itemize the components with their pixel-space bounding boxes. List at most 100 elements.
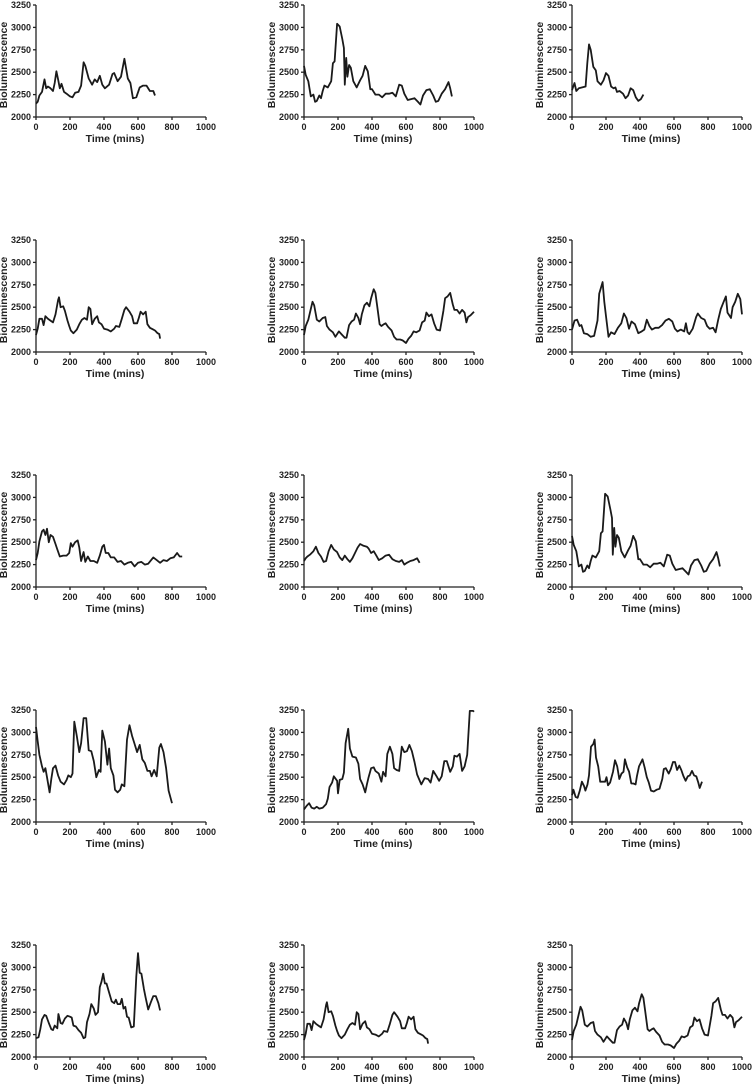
x-tick-label: 800: [700, 357, 715, 367]
y-axis-title: Bioluminescence: [0, 727, 10, 814]
y-tick-label: 3000: [279, 22, 299, 32]
x-tick-label: 1000: [196, 827, 216, 837]
x-axis-title: Time (mins): [354, 133, 413, 145]
y-axis-title: Bioluminescence: [0, 22, 10, 109]
x-tick-label: 200: [598, 122, 613, 132]
x-tick-label: 400: [632, 1062, 647, 1072]
series-line: [303, 710, 475, 811]
chart-panel: 2000 2250 2500 2750 3000 3250 0 200 400 600 800 100…: [266, 235, 484, 380]
x-tick-label: 1000: [732, 1062, 752, 1072]
x-tick-label: 0: [569, 592, 574, 602]
y-tick-label: 2000: [547, 582, 567, 592]
y-tick-label: 2000: [547, 817, 567, 827]
x-tick-label: 200: [598, 827, 613, 837]
x-tick-label: 800: [164, 122, 179, 132]
x-tick-label: 800: [700, 827, 715, 837]
x-tick-label: 600: [398, 1062, 413, 1072]
y-tick-label: 3250: [547, 705, 567, 715]
chart-panel: 2000 2250 2500 2750 3000 3250 0 200 400 600 800 100…: [0, 235, 216, 380]
x-axis-title: Time (mins): [354, 603, 413, 615]
y-tick-label: 2000: [279, 112, 299, 122]
y-tick-label: 2500: [11, 302, 31, 312]
chart-panel: 2000 2250 2500 2750 3000 3250 0 200 400 600 800 100…: [266, 0, 484, 145]
series-line: [35, 57, 156, 105]
x-tick-label: 200: [598, 357, 613, 367]
x-tick-label: 0: [33, 1062, 38, 1072]
y-tick-label: 2750: [547, 750, 567, 760]
y-tick-label: 2500: [547, 67, 567, 77]
y-tick-label: 2250: [11, 560, 31, 570]
x-tick-label: 400: [632, 592, 647, 602]
chart-panel: 2000 2250 2500 2750 3000 3250 0 200 400 600 800 100…: [534, 940, 752, 1085]
x-tick-label: 0: [569, 827, 574, 837]
y-axis-title: Bioluminescence: [266, 257, 278, 344]
y-tick-label: 2750: [11, 750, 31, 760]
x-tick-label: 1000: [196, 1062, 216, 1072]
x-tick-label: 600: [398, 122, 413, 132]
y-tick-label: 2750: [279, 750, 299, 760]
series-line: [303, 288, 475, 344]
y-axis-title: Bioluminescence: [534, 962, 546, 1049]
x-tick-label: 1000: [196, 357, 216, 367]
chart-panel: 2000 2250 2500 2750 3000 3250 0 200 400 600 800 100…: [534, 705, 752, 850]
y-tick-label: 3000: [547, 22, 567, 32]
x-tick-label: 200: [330, 1062, 345, 1072]
y-tick-label: 3000: [547, 257, 567, 267]
y-tick-label: 2000: [11, 112, 31, 122]
y-tick-label: 2500: [547, 1007, 567, 1017]
x-tick-label: 200: [330, 357, 345, 367]
y-tick-label: 2250: [279, 1030, 299, 1040]
y-tick-label: 2000: [547, 112, 567, 122]
x-tick-label: 0: [301, 1062, 306, 1072]
x-tick-label: 400: [96, 827, 111, 837]
x-tick-label: 600: [666, 122, 681, 132]
x-tick-label: 200: [62, 357, 77, 367]
chart-panel: 2000 2250 2500 2750 3000 3250 0 200 400 600 800 100…: [0, 470, 216, 615]
x-axis-title: Time (mins): [622, 1073, 681, 1085]
x-tick-label: 1000: [464, 1062, 484, 1072]
x-tick-label: 0: [301, 592, 306, 602]
x-tick-label: 400: [632, 827, 647, 837]
series-line: [303, 543, 421, 566]
y-tick-label: 2250: [547, 795, 567, 805]
y-tick-label: 2500: [11, 537, 31, 547]
y-axis-title: Bioluminescence: [266, 962, 278, 1049]
x-tick-label: 200: [598, 592, 613, 602]
y-tick-label: 2000: [11, 347, 31, 357]
y-tick-label: 3000: [279, 492, 299, 502]
x-tick-label: 800: [700, 1062, 715, 1072]
x-tick-label: 600: [398, 357, 413, 367]
series-line: [303, 1001, 429, 1044]
x-tick-label: 400: [364, 122, 379, 132]
x-tick-label: 600: [130, 827, 145, 837]
x-axis-title: Time (mins): [622, 603, 681, 615]
x-tick-label: 200: [62, 1062, 77, 1072]
x-tick-label: 400: [96, 1062, 111, 1072]
x-tick-label: 0: [301, 357, 306, 367]
x-tick-label: 800: [164, 592, 179, 602]
x-tick-label: 1000: [464, 122, 484, 132]
x-axis-title: Time (mins): [354, 1073, 413, 1085]
series-line: [303, 22, 453, 106]
x-axis-title: Time (mins): [354, 838, 413, 850]
x-tick-label: 0: [569, 122, 574, 132]
y-tick-label: 3000: [11, 22, 31, 32]
x-tick-label: 600: [130, 592, 145, 602]
x-tick-label: 200: [62, 122, 77, 132]
y-axis-title: Bioluminescence: [266, 22, 278, 109]
x-tick-label: 600: [130, 122, 145, 132]
y-tick-label: 2500: [547, 302, 567, 312]
y-tick-label: 2250: [11, 795, 31, 805]
x-tick-label: 400: [96, 592, 111, 602]
x-tick-label: 800: [432, 122, 447, 132]
x-tick-label: 400: [96, 357, 111, 367]
y-tick-label: 2000: [279, 347, 299, 357]
x-tick-label: 1000: [464, 827, 484, 837]
x-tick-label: 1000: [464, 357, 484, 367]
y-tick-label: 3250: [279, 940, 299, 950]
x-tick-label: 200: [330, 122, 345, 132]
x-tick-label: 1000: [732, 357, 752, 367]
x-tick-label: 0: [33, 122, 38, 132]
y-tick-label: 2000: [11, 817, 31, 827]
y-tick-label: 2750: [11, 280, 31, 290]
